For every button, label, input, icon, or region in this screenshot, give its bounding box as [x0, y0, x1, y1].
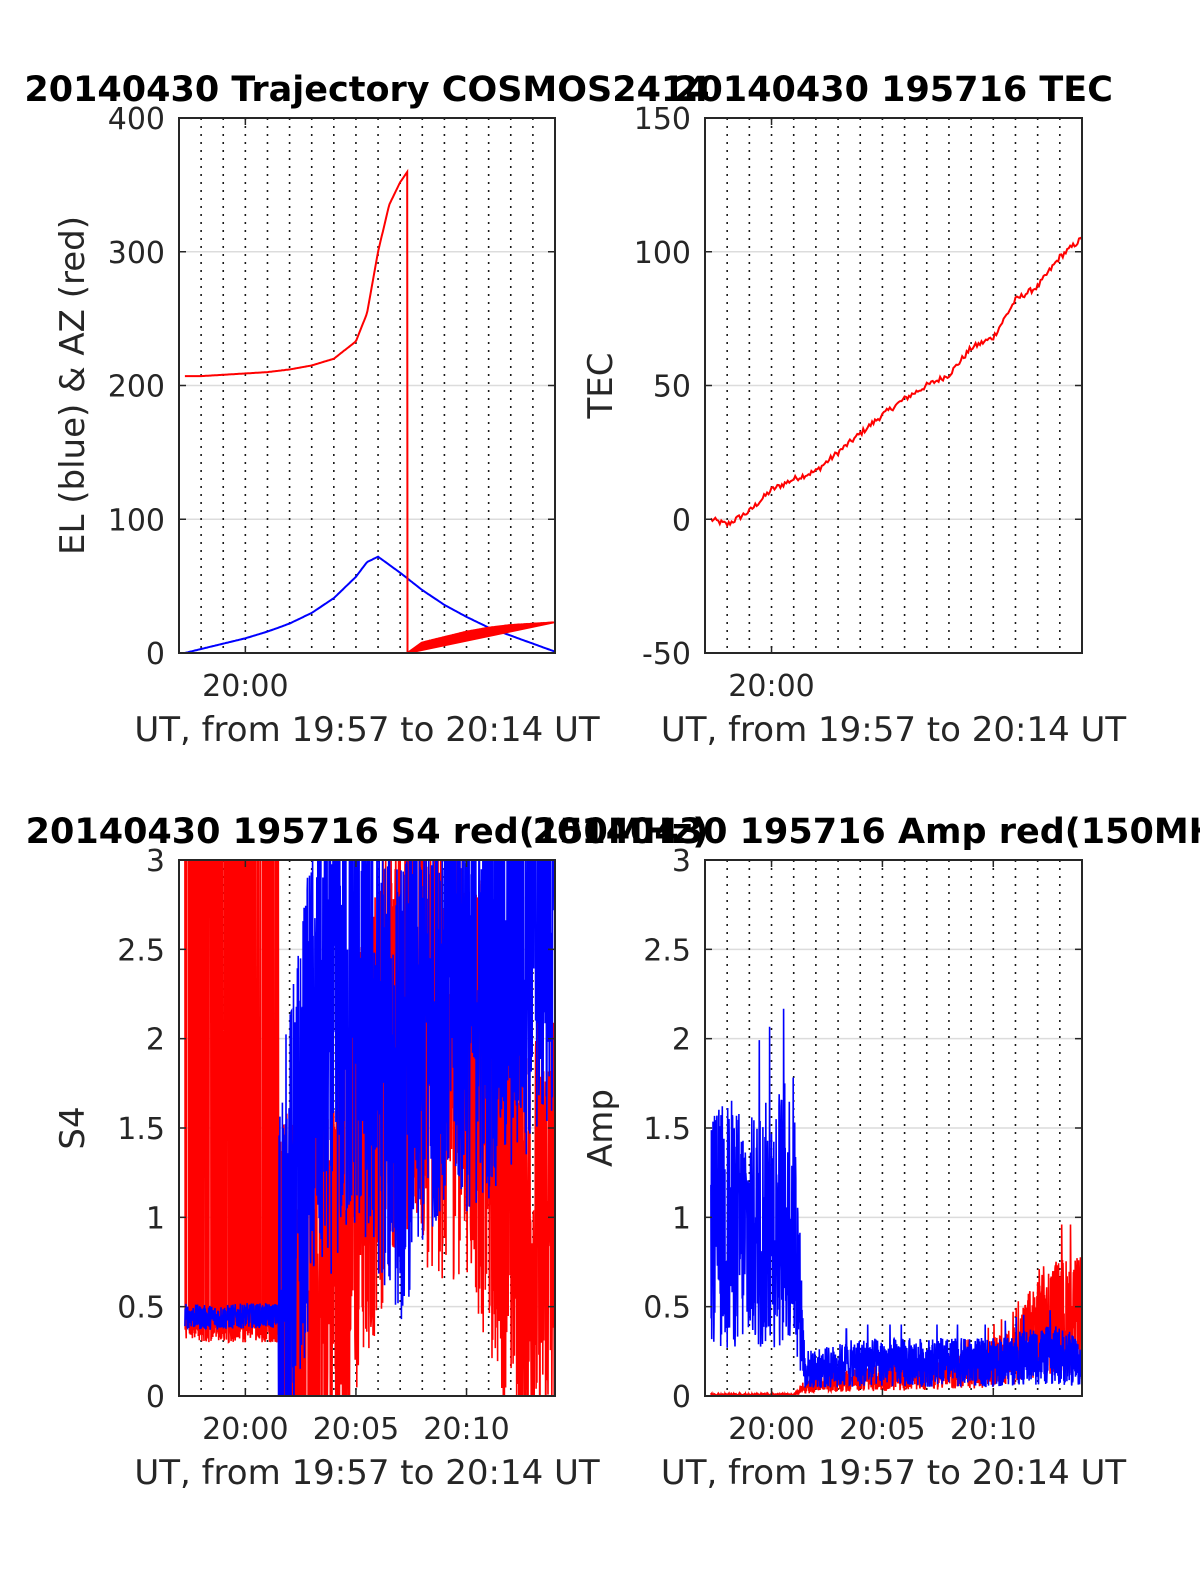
y-tick-label: 0.5	[117, 1291, 165, 1326]
x-tick-label: 20:05	[839, 1412, 925, 1447]
chart-title: 20140430 195716 TEC	[674, 70, 1113, 110]
y-axis-label: TEC	[581, 353, 621, 420]
x-axis-label: UT, from 19:57 to 20:14 UT	[134, 710, 600, 750]
chart-trajectory: 0 100 200 300 400 20:00 UT, from 19:57 to 20:1…	[24, 70, 709, 750]
x-tick-label: 20:00	[728, 1412, 814, 1447]
x-axis-label: UT, from 19:57 to 20:14 UT	[134, 1453, 600, 1493]
series-line	[184, 168, 555, 653]
y-tick-label: 0.5	[643, 1291, 691, 1326]
plot-area	[710, 236, 1082, 528]
chart-amp: 0 0.5 1 1.5 2 2.5 3 20:00 20:05 20:10 UT, from 19:…	[533, 812, 1200, 1493]
y-tick-label: 100	[108, 503, 165, 538]
x-axis-label: UT, from 19:57 to 20:14 UT	[661, 710, 1127, 750]
y-tick-label: 150	[634, 102, 691, 137]
y-tick-label: 0	[146, 637, 165, 672]
plot-area	[184, 860, 555, 1396]
x-tick-label: 20:00	[202, 669, 288, 704]
series-line	[710, 236, 1082, 528]
y-tick-label: 0	[672, 1380, 691, 1415]
series-line	[184, 555, 555, 653]
y-axis-label: Amp	[581, 1089, 621, 1167]
y-tick-label: 1.5	[117, 1112, 165, 1147]
y-tick-label: 2	[146, 1023, 165, 1058]
x-tick-label: 20:00	[728, 669, 814, 704]
y-tick-label: 1	[146, 1201, 165, 1236]
x-axis-label: UT, from 19:57 to 20:14 UT	[661, 1453, 1127, 1493]
y-tick-label: 3	[672, 844, 691, 879]
series-line	[710, 1008, 1082, 1388]
plot-area	[710, 1008, 1082, 1396]
y-tick-label: 200	[108, 370, 165, 405]
x-tick-label: 20:10	[950, 1412, 1036, 1447]
y-tick-label: 3	[146, 844, 165, 879]
chart-title: 20140430 Trajectory COSMOS2414	[24, 70, 709, 110]
y-tick-label: 300	[108, 236, 165, 271]
chart-title: 20140430 195716 S4 red(150MHz)	[26, 812, 709, 852]
y-tick-label: 50	[653, 370, 691, 405]
plot-area	[184, 168, 555, 653]
y-tick-label: 400	[108, 102, 165, 137]
x-tick-label: 20:05	[313, 1412, 399, 1447]
x-tick-label: 20:00	[202, 1412, 288, 1447]
y-tick-label: 2.5	[117, 933, 165, 968]
y-axis-label: EL (blue) & AZ (red)	[53, 216, 93, 555]
y-tick-label: 100	[634, 236, 691, 271]
y-tick-label: 0	[672, 503, 691, 538]
y-tick-label: 1	[672, 1201, 691, 1236]
chart-tec: -50 0 50 100 150 20:00 UT, from 19:57 to 20:14…	[581, 70, 1126, 750]
y-tick-label: 1.5	[643, 1112, 691, 1147]
y-tick-label: 2.5	[643, 933, 691, 968]
chart-s4: 0 0.5 1 1.5 2 2.5 3 20:00 20:05 20:10 UT, from 19:…	[26, 812, 709, 1493]
y-axis-label: S4	[53, 1106, 93, 1149]
y-tick-label: 2	[672, 1023, 691, 1058]
y-tick-label: -50	[642, 637, 691, 672]
x-tick-label: 20:10	[423, 1412, 509, 1447]
chart-title: 20140430 195716 Amp red(150MHz)	[533, 812, 1200, 852]
y-tick-label: 0	[146, 1380, 165, 1415]
series-line	[184, 860, 555, 1396]
